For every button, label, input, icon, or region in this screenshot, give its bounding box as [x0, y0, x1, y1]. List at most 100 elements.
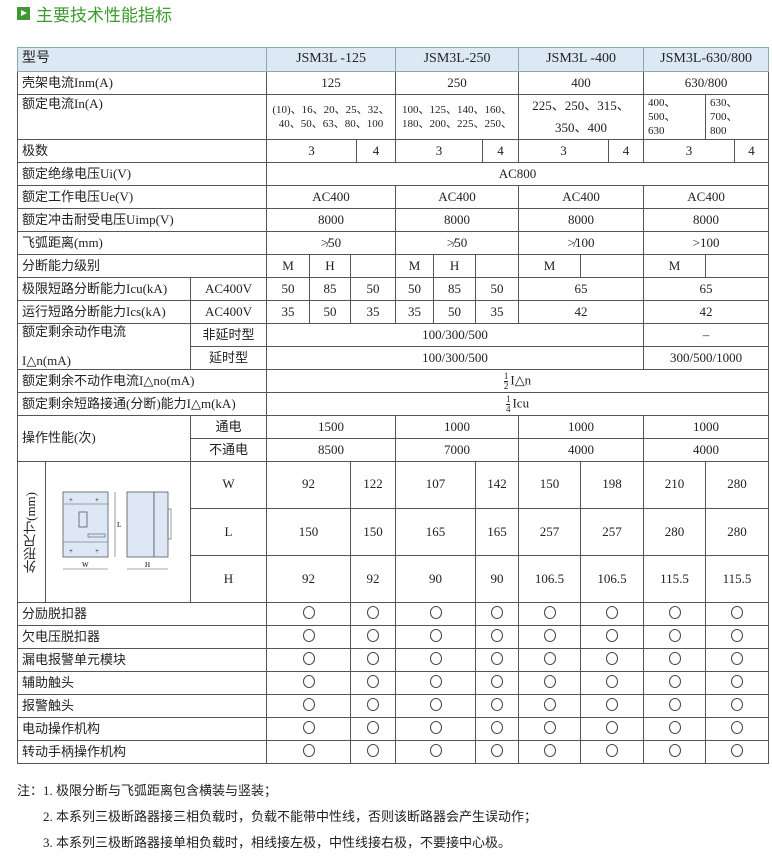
table-cell: [349, 625, 397, 649]
optional-circle-icon: [606, 697, 619, 711]
optional-circle-icon: [731, 697, 744, 711]
optional-circle-icon: [367, 674, 379, 688]
optional-circle-icon: [543, 628, 556, 642]
svg-text:+: +: [95, 547, 99, 555]
table-cell: [518, 717, 582, 741]
play-square-icon: [17, 6, 30, 20]
optional-circle-icon: [302, 697, 315, 711]
table-cell: 不通电: [190, 438, 267, 462]
svg-text:+: +: [95, 496, 99, 504]
table-cell: ≯50: [265, 231, 397, 255]
table-cell: 150: [518, 461, 582, 509]
table-cell: [475, 602, 520, 626]
table-cell: [580, 671, 645, 695]
table-cell: 85: [433, 277, 477, 301]
accessory-label: 欠电压脱扣器: [17, 625, 267, 649]
value-line: 630、: [710, 97, 738, 109]
table-cell: 90: [475, 555, 520, 603]
optional-circle-icon: [668, 697, 681, 711]
table-cell: [580, 694, 645, 718]
note-1: 注：1. 极限分断与飞弧距离包含横装与竖装；: [17, 783, 278, 798]
table-cell: [349, 648, 397, 672]
optional-circle-icon: [731, 651, 744, 665]
table-cell: 65: [518, 277, 645, 301]
table-cell: 分断能力级别: [17, 254, 267, 278]
optional-circle-icon: [367, 743, 379, 757]
optional-circle-icon: [606, 720, 619, 734]
table-cell: 225、250、315、 350、400: [518, 94, 645, 140]
optional-circle-icon: [491, 628, 504, 642]
notes: 注：1. 极限分断与飞弧距离包含横装与竖装； 2. 本系列三极断路器接三相负载时…: [17, 778, 537, 856]
table-cell: 630/800: [643, 71, 770, 95]
table-cell: [705, 740, 770, 764]
model-header: JSM3L -125: [265, 47, 397, 72]
table-cell: AC400V: [190, 277, 267, 301]
table-cell: 50: [395, 277, 435, 301]
table-cell: M: [643, 254, 707, 278]
table-cell: [518, 602, 582, 626]
table-cell: 8000: [265, 208, 397, 232]
table-row: 额定绝缘电压Ui(V) AC800: [17, 162, 770, 186]
optional-circle-icon: [429, 605, 442, 619]
table-cell: 280: [705, 507, 770, 557]
note-2: 2. 本系列三极断路器接三相负载时，负载不能带中性线，否则该断路器会产生误动作；: [43, 809, 538, 824]
breaker-outline-drawing: + + + + L W H: [62, 491, 172, 570]
optional-circle-icon: [302, 605, 315, 619]
svg-text:H: H: [145, 561, 150, 569]
table-cell: 92: [266, 555, 351, 603]
accessory-label: 转动手柄操作机构: [17, 740, 267, 764]
table-cell: 198: [580, 461, 645, 509]
table-cell: [643, 717, 707, 741]
table-cell: 额定绝缘电压Ui(V): [17, 162, 267, 186]
table-row: 额定冲击耐受电压Uimp(V) 8000 8000 8000 8000: [17, 208, 770, 232]
table-cell: 100、125、140、160、 180、200、225、250、: [395, 94, 520, 140]
optional-circle-icon: [543, 697, 556, 711]
table-cell: [705, 717, 770, 741]
table-cell: [518, 740, 582, 764]
table-cell: 122: [349, 461, 397, 509]
table-cell: [266, 740, 351, 764]
table-row: 电动操作机构: [17, 717, 770, 741]
table-cell: 50: [266, 277, 310, 301]
table-cell: AC400: [643, 185, 770, 209]
table-cell: 65: [643, 277, 770, 301]
table-cell: [349, 602, 397, 626]
table-cell: [705, 254, 770, 278]
value-line: 225、250、315、: [532, 98, 630, 113]
section-title: 主要技术性能指标: [17, 2, 172, 25]
table-cell: ≯100: [518, 231, 645, 255]
table-cell: 115.5: [643, 555, 707, 603]
table-cell: 50: [309, 300, 351, 324]
table-cell: 1 4 Icu: [265, 392, 770, 416]
table-row: 型号 JSM3L -125 JSM3L-250 JSM3L -400 JSM3L-630…: [17, 47, 770, 72]
optional-circle-icon: [491, 697, 504, 711]
table-cell: 250: [395, 71, 520, 95]
note-3: 3. 本系列三极断路器接单相负载时，相线接左极，中性线接右极，不要接中心极。: [43, 835, 512, 850]
accessory-label: 分励脱扣器: [17, 602, 267, 626]
optional-circle-icon: [606, 674, 619, 688]
table-cell: ≯50: [395, 231, 520, 255]
table-cell: [475, 625, 520, 649]
table-cell: M: [395, 254, 435, 278]
table-cell: [643, 625, 707, 649]
table-cell: [475, 717, 520, 741]
optional-circle-icon: [731, 743, 744, 757]
table-cell: 92: [266, 461, 351, 509]
dimension-label: 外形尺寸(mm): [23, 491, 39, 573]
model-header: JSM3L-250: [395, 47, 520, 72]
optional-circle-icon: [668, 674, 681, 688]
table-cell: 100/300/500: [265, 323, 645, 347]
table-cell: [705, 671, 770, 695]
optional-circle-icon: [367, 628, 379, 642]
optional-circle-icon: [668, 605, 681, 619]
table-cell: 630、 700、 800: [705, 94, 770, 140]
table-cell: 1500: [265, 415, 397, 439]
table-cell: M: [266, 254, 310, 278]
table-cell: 8500: [265, 438, 397, 462]
table-cell: H: [433, 254, 477, 278]
table-cell: [266, 694, 351, 718]
table-cell: H: [309, 254, 351, 278]
table-cell: 4000: [518, 438, 645, 462]
svg-text:W: W: [82, 561, 89, 569]
